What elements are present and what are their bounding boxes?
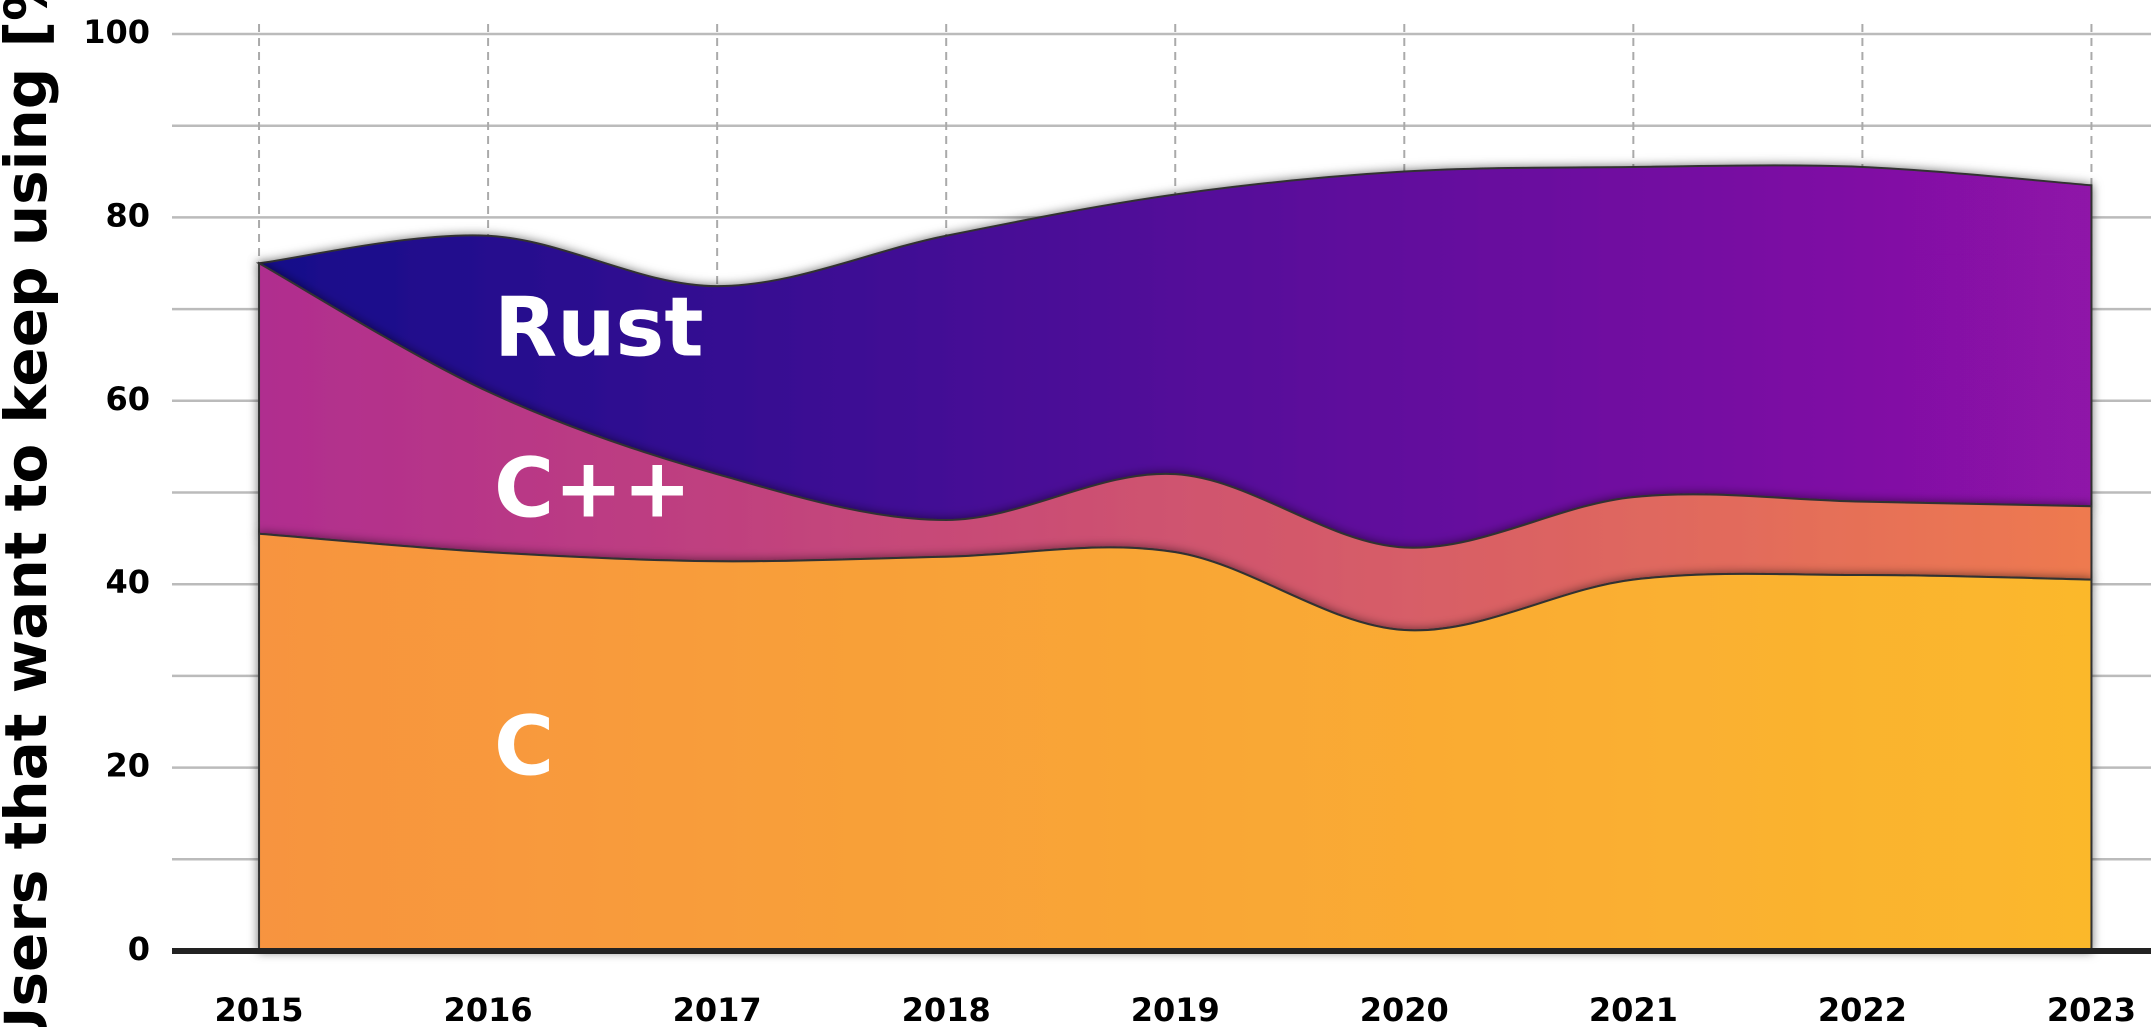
x-tick-label: 2022 — [1818, 991, 1907, 1027]
x-tick-label: 2023 — [2047, 991, 2136, 1027]
series-label: C — [494, 699, 554, 794]
series-label: C++ — [494, 441, 692, 536]
y-tick-label: 0 — [128, 930, 150, 968]
y-tick-label: 40 — [105, 563, 150, 601]
x-tick-label: 2015 — [215, 991, 304, 1027]
y-axis-label: Users that want to keep using [%] — [0, 0, 60, 1027]
x-tick-label: 2017 — [673, 991, 762, 1027]
y-tick-label: 60 — [105, 380, 150, 418]
y-tick-label: 80 — [105, 196, 150, 234]
y-tick-label: 100 — [83, 13, 150, 51]
y-tick-label: 20 — [105, 747, 150, 785]
x-tick-label: 2019 — [1131, 991, 1220, 1027]
series-label: Rust — [494, 280, 704, 375]
x-tick-label: 2018 — [902, 991, 991, 1027]
x-tick-label: 2016 — [444, 991, 533, 1027]
x-tick-label: 2020 — [1360, 991, 1449, 1027]
x-tick-label: 2021 — [1589, 991, 1678, 1027]
